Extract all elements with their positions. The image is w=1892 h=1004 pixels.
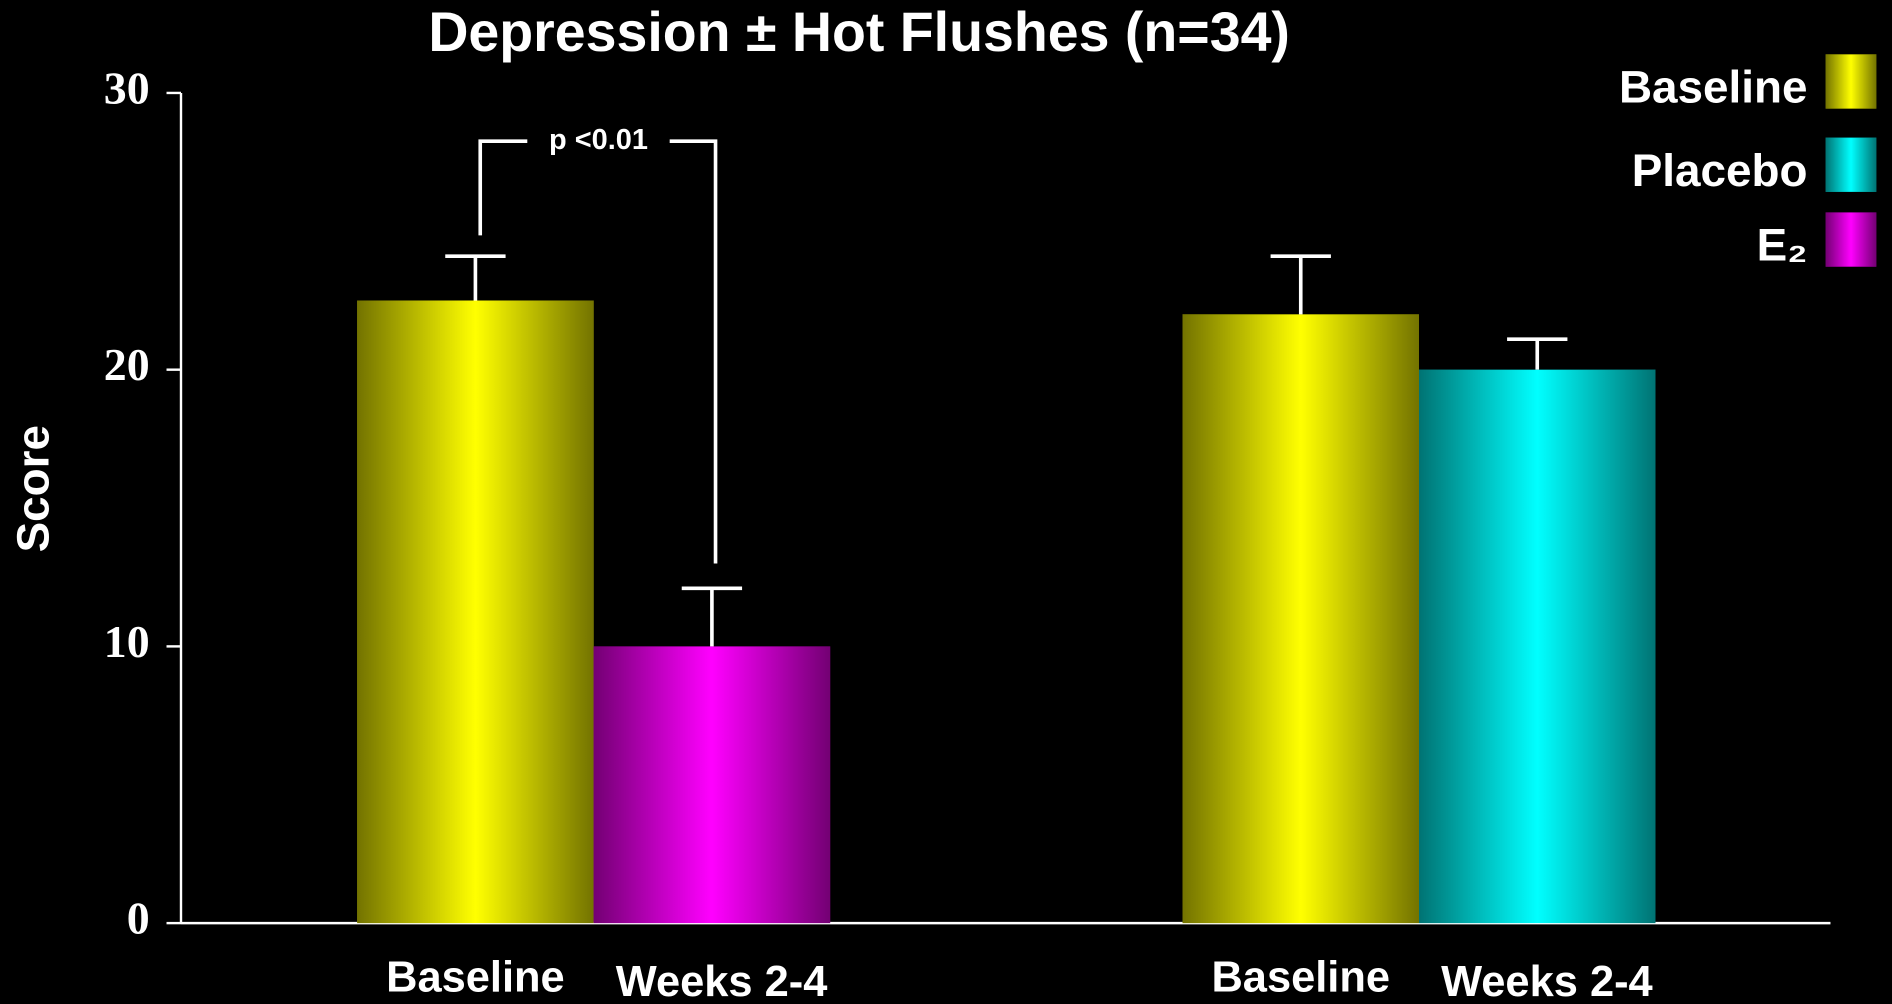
- error-bar: [681, 586, 743, 647]
- legend-swatch-shading: [1825, 137, 1877, 192]
- legend-swatch-shading: [1825, 212, 1877, 267]
- x-tick-label: Weeks 2-4: [1441, 958, 1653, 1004]
- bar-shading: [357, 300, 594, 924]
- y-axis-label: Score: [6, 425, 58, 552]
- y-tick-label: 20: [104, 339, 150, 390]
- legend-label: Placebo: [1632, 144, 1808, 196]
- chart-title: Depression ± Hot Flushes (n=34): [428, 1, 1290, 63]
- bar-shading: [593, 646, 831, 924]
- legend-label: Baseline: [1619, 61, 1808, 113]
- bar-shading: [1419, 369, 1656, 924]
- y-tick-label: 10: [104, 616, 150, 667]
- x-tick-label: Baseline: [386, 953, 565, 1001]
- x-tick-label: Baseline: [1211, 953, 1390, 1001]
- error-bar: [1507, 337, 1568, 370]
- y-tick-label: 0: [127, 893, 150, 944]
- bracket: [669, 139, 718, 564]
- bar-shading: [1182, 314, 1419, 924]
- x-tick-label: Weeks 2-4: [616, 958, 828, 1004]
- legend-label: E₂: [1757, 219, 1808, 271]
- annotation: p <0.01: [549, 124, 648, 156]
- bracket: [478, 139, 528, 236]
- error-bar: [1270, 254, 1331, 315]
- legend-swatch-shading: [1825, 54, 1877, 109]
- error-bar: [445, 254, 506, 301]
- y-tick-label: 30: [104, 62, 150, 113]
